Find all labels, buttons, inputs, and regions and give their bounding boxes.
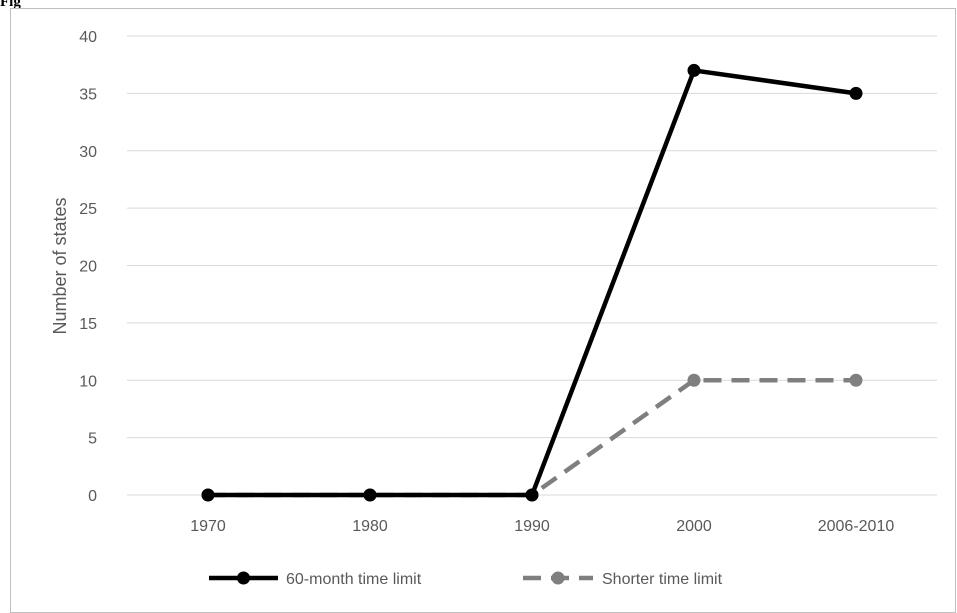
legend-entry: Shorter time limit [523, 571, 723, 588]
legend-marker [237, 571, 250, 585]
data-point [849, 373, 863, 387]
gridlines [127, 35, 937, 496]
legend-label: 60-month time limit [286, 571, 422, 588]
figure-caption-fragment: Fig [0, 0, 21, 10]
data-point [849, 86, 863, 100]
chart-frame [10, 8, 956, 613]
y-axis-ticks: 0 5 10 15 20 25 30 35 40 [79, 29, 97, 505]
x-axis-ticks: 1970 1980 1990 2000 2006-2010 [190, 518, 894, 535]
series-lines [201, 63, 863, 502]
y-tick-label: 25 [79, 201, 97, 218]
legend-label: Shorter time limit [602, 571, 723, 588]
legend-entry: 60-month time limit [209, 571, 422, 588]
series-line [208, 68, 857, 498]
y-tick-label: 40 [79, 29, 97, 46]
x-tick-label: 2000 [676, 518, 712, 535]
y-tick-label: 10 [79, 373, 97, 390]
data-point [201, 488, 215, 502]
y-tick-label: 20 [79, 259, 97, 276]
y-tick-label: 35 [79, 86, 97, 103]
data-point [363, 488, 377, 502]
y-axis-title: Number of states [50, 197, 70, 334]
x-tick-label: 1970 [190, 518, 226, 535]
data-point [687, 373, 701, 387]
y-tick-label: 30 [79, 144, 97, 161]
data-point [687, 63, 701, 77]
data-point [525, 488, 539, 502]
x-tick-label: 1980 [352, 518, 388, 535]
y-tick-label: 5 [88, 431, 97, 448]
legend: 60-month time limit Shorter time limit [209, 571, 723, 588]
y-tick-label: 0 [88, 488, 97, 505]
legend-marker [551, 571, 565, 585]
x-tick-label: 2006-2010 [818, 518, 895, 535]
y-tick-label: 15 [79, 316, 97, 333]
x-tick-label: 1990 [514, 518, 550, 535]
series-1 [201, 63, 863, 502]
